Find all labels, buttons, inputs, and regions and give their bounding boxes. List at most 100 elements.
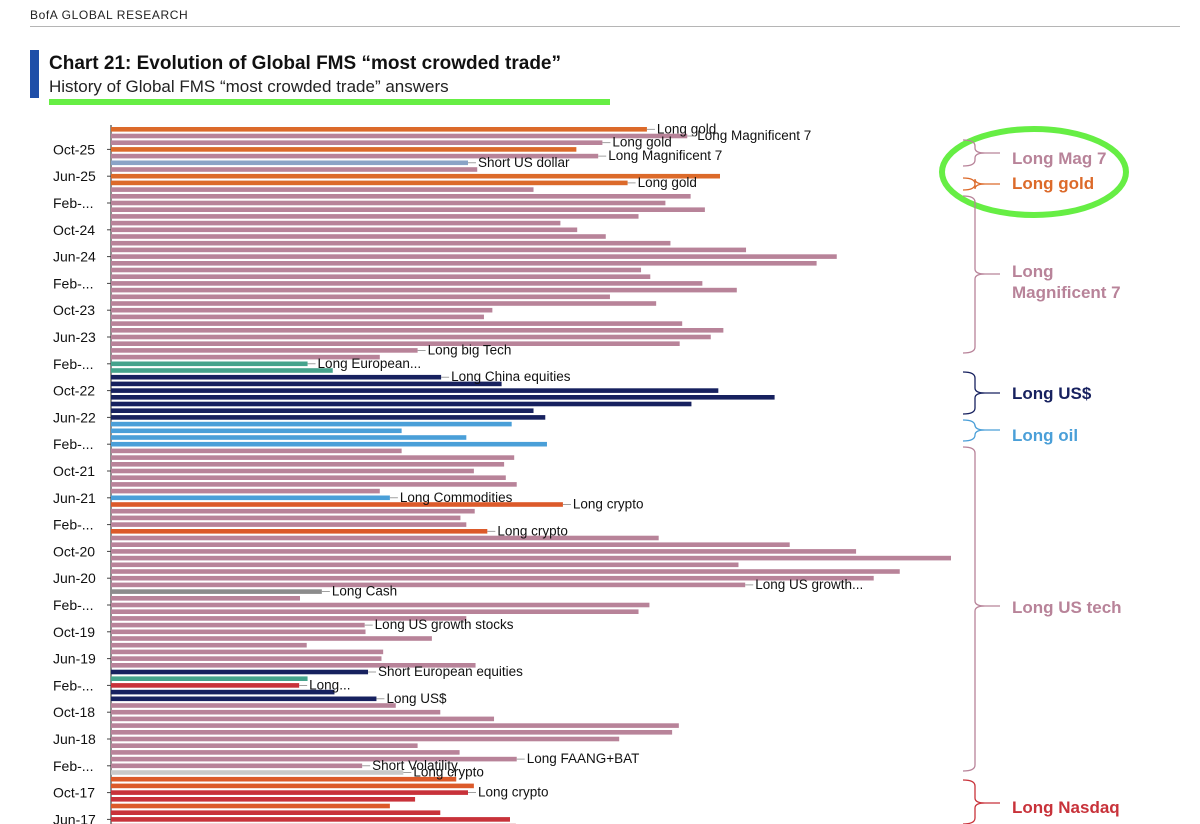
bar [111,549,857,554]
bar [111,696,377,702]
bar [111,167,478,172]
bar [111,321,683,326]
bar-annotation: Long... [309,677,350,692]
y-tick-label: Oct-23 [53,302,95,318]
bar-annotation: Long crypto [497,523,568,538]
bar [111,462,505,467]
bar [111,354,380,360]
bar-annotation: Long crypto [573,497,644,512]
bar [111,810,441,815]
bar [111,381,502,387]
bar [111,529,488,534]
bar [111,790,468,795]
legend-bracket [962,779,1000,824]
bar [111,133,688,139]
legend-bracket [962,419,1000,442]
bar [111,689,335,695]
bar [111,582,746,588]
bar-annotation: Long crypto [478,785,549,800]
y-tick-label: Feb-... [53,758,93,774]
bar [111,763,363,769]
subtitle-highlight-underline [49,99,610,105]
bar [111,616,467,621]
y-tick-label: Jun-23 [53,329,96,345]
highlight-ring [939,126,1129,218]
bar [111,589,322,594]
bar [111,636,432,641]
bar-annotation: Long gold [657,121,716,136]
bar [111,596,300,601]
bar [111,575,874,581]
bar [111,180,628,186]
bar [111,522,467,527]
bar [111,261,817,266]
bar [111,415,546,420]
bar [111,374,442,380]
y-tick-label: Feb-... [53,195,93,211]
bar [111,388,719,393]
y-tick-label: Oct-17 [53,785,95,801]
bar [111,334,711,340]
bar [111,756,517,762]
y-tick-label: Feb-... [53,677,93,693]
bar [111,294,610,300]
bar [111,723,679,728]
y-tick-label: Feb-... [53,597,93,613]
legend-label: Long gold [1012,174,1094,193]
bar [111,783,474,789]
bar [111,240,671,246]
bar [111,368,333,373]
bar [111,515,461,521]
legend-label: Long US tech [1012,598,1122,617]
bar [111,267,642,273]
chart-bars [110,125,951,824]
bar-annotation: Long US$ [386,691,447,706]
bar [111,475,506,480]
bar [111,502,563,507]
bar [111,200,666,206]
bar [111,307,493,313]
legend-label: Long US$ [1012,384,1092,403]
bar [111,602,650,608]
bar-annotation: Short US dollar [478,155,570,170]
legend-label: Long Nasdaq [1012,798,1120,817]
bar [111,421,512,427]
chart-subtitle: History of Global FMS “most crowded trad… [49,77,449,96]
bar [111,482,517,487]
bar [111,488,380,494]
y-tick-label: Oct-24 [53,222,95,238]
bar [111,428,402,434]
bar [111,341,680,346]
bar [111,609,639,614]
y-axis-ticks: Oct-25 Jun-25 Feb-... Oct-24 Jun-24 Feb-... Oc… [53,141,111,824]
legend-bracket [962,177,1000,191]
bar [111,448,402,454]
y-tick-label: Oct-20 [53,543,95,559]
y-tick-label: Oct-19 [53,624,95,640]
bar [111,716,495,722]
bar [111,703,396,708]
y-tick-label: Feb-... [53,517,93,533]
bar [111,508,475,514]
bar [111,629,366,635]
legend-label: Long Magnificent 7 [1012,262,1121,302]
bar [111,676,308,681]
bar [111,361,308,367]
bar-annotation: Long US growth stocks [375,617,514,632]
bar [111,656,382,661]
bar [111,173,720,179]
bar [111,743,418,748]
y-tick-label: Feb-... [53,436,93,452]
bar [111,642,307,648]
y-tick-label: Jun-17 [53,811,96,824]
bar-annotation: Long crypto [413,765,484,780]
bar [111,441,547,447]
bar [111,207,705,212]
bar [111,649,384,655]
bar [111,395,775,400]
bar [111,776,457,782]
bar [111,435,467,440]
